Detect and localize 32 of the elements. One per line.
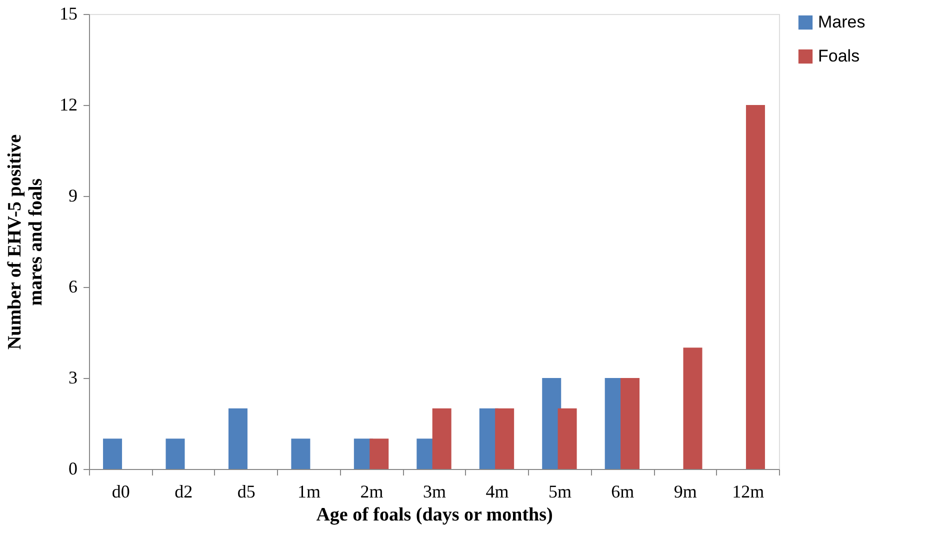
y-tick-label: 9	[68, 186, 78, 206]
legend-label: Mares	[818, 12, 866, 32]
x-tick-label: 4m	[486, 482, 509, 502]
bar	[558, 408, 577, 469]
x-tick-label: 5m	[548, 482, 572, 502]
x-axis-title: Age of foals (days or months)	[316, 504, 553, 526]
bar	[228, 408, 248, 469]
y-axis-title: Number of EHV-5 positive mares and foals	[4, 134, 46, 350]
x-tick-label: 1m	[298, 482, 321, 502]
y-tick-label: 3	[68, 368, 78, 388]
bar	[495, 408, 514, 469]
y-tick-label: 0	[68, 458, 78, 478]
bar	[166, 438, 185, 469]
bar	[291, 438, 310, 469]
bar	[370, 438, 389, 469]
x-tick-label: d2	[174, 482, 193, 502]
x-tick-label: d5	[237, 482, 256, 502]
bar	[620, 378, 640, 469]
x-tick-label: 2m	[360, 482, 384, 502]
y-tick-label: 15	[60, 4, 78, 24]
bar	[432, 408, 452, 469]
bar	[746, 105, 765, 469]
x-tick-label: 12m	[732, 482, 764, 502]
x-tick-label: 3m	[422, 482, 446, 502]
x-tick-label: 6m	[611, 482, 634, 502]
y-tick-label: 6	[68, 276, 78, 296]
y-tick-label: 12	[60, 94, 78, 114]
x-tick-label: 9m	[674, 482, 697, 502]
legend-label: Foals	[818, 46, 860, 66]
bar	[103, 438, 122, 469]
bar	[683, 348, 702, 469]
x-tick-label: d0	[112, 482, 130, 502]
